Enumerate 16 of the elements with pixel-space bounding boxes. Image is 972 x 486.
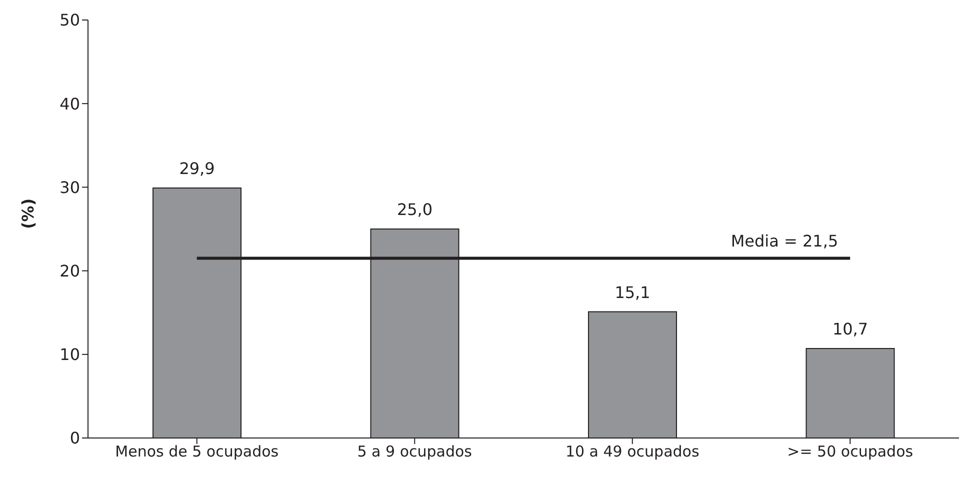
data-label: 25,0 [396,200,433,219]
y-tick-label: 0 [70,428,80,448]
x-tick-label: Menos de 5 ocupados [115,442,279,461]
data-label: 29,9 [179,159,215,178]
data-label: 10,7 [832,320,868,339]
y-tick-label: 10 [60,345,80,364]
y-tick-label: 30 [60,178,80,197]
ref-line-label: Media = 21,5 [730,231,838,250]
y-axis-title: (%) [18,198,38,229]
y-tick-label: 50 [60,10,80,30]
y-tick-label: 20 [60,261,80,280]
x-tick-label: 5 a 9 ocupados [357,442,472,461]
x-tick-label: 10 a 49 ocupados [565,442,700,461]
y-tick-label: 40 [60,94,80,114]
data-label: 15,1 [614,282,650,302]
x-tick-label: >= 50 ocupados [787,442,914,461]
